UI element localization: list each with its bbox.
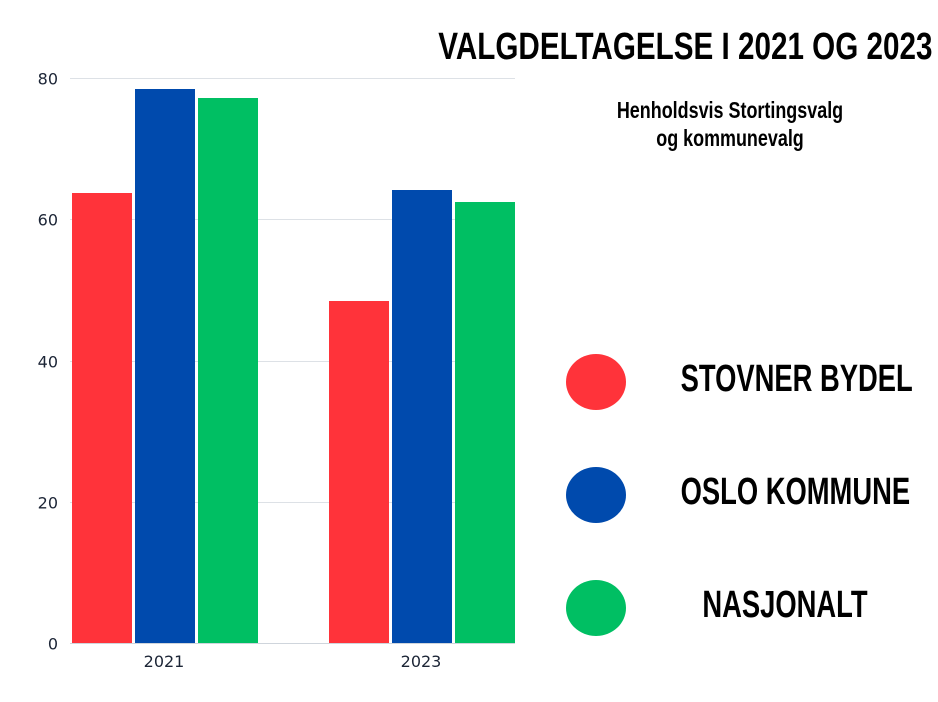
bar-oslo-kommune-2023 bbox=[392, 189, 452, 643]
y-tick-label: 20 bbox=[37, 493, 58, 513]
legend-dot-icon bbox=[566, 354, 626, 410]
bar-oslo-kommune-2021 bbox=[135, 88, 195, 643]
gridline-0 bbox=[70, 643, 515, 644]
chart-title: VALGDELTAGELSE I 2021 OG 2023 bbox=[438, 26, 933, 68]
subtitle-line-1: Henholdsvis Stortingsvalg bbox=[616, 97, 844, 123]
gridline-40 bbox=[70, 361, 515, 362]
legend-label: NASJONALT bbox=[702, 584, 868, 626]
bar-nasjonalt-2023 bbox=[455, 201, 515, 643]
bar-stovner-bydel-2023 bbox=[329, 301, 389, 643]
bar-nasjonalt-2021 bbox=[198, 98, 258, 643]
legend-label: OSLO KOMMUNE bbox=[680, 471, 911, 513]
y-tick-label: 40 bbox=[37, 352, 58, 372]
gridline-80 bbox=[70, 78, 515, 79]
legend-label: STOVNER BYDEL bbox=[680, 358, 913, 400]
legend-dot-icon bbox=[566, 467, 626, 523]
gridline-20 bbox=[70, 502, 515, 503]
legend-dot-icon bbox=[566, 580, 626, 636]
x-tick-label-2023: 2023 bbox=[400, 652, 442, 671]
legend-item-oslo-kommune: OSLO KOMMUNE bbox=[560, 465, 930, 525]
bar-stovner-bydel-2021 bbox=[72, 193, 132, 643]
gridline-60 bbox=[70, 219, 515, 220]
y-tick-label: 60 bbox=[37, 210, 58, 230]
subtitle-line-2: og kommunevalg bbox=[656, 125, 804, 151]
y-tick-label: 80 bbox=[37, 69, 58, 89]
x-tick-label-2021: 2021 bbox=[143, 652, 185, 671]
bar-chart: 80 60 40 20 0 2021 2023 bbox=[37, 69, 515, 671]
legend-item-stovner-bydel: STOVNER BYDEL bbox=[560, 352, 930, 412]
chart-subtitle: Henholdsvis Stortingsvalg og kommunevalg bbox=[582, 96, 878, 152]
legend-item-nasjonalt: NASJONALT bbox=[560, 578, 930, 638]
y-tick-label: 0 bbox=[47, 634, 58, 654]
